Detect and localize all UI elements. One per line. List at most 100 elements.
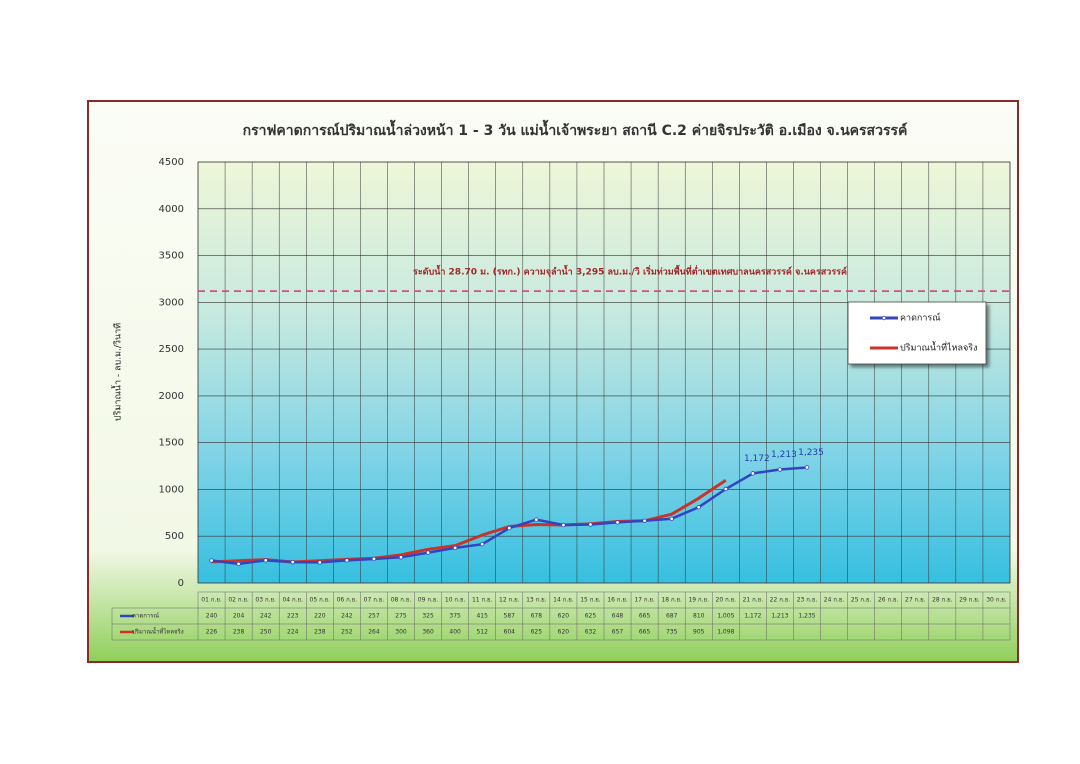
table-cell: 604 [504, 629, 516, 636]
table-cell: 625 [585, 613, 597, 620]
x-tick-label: 30 ก.ย. [986, 597, 1007, 604]
x-tick-label: 26 ก.ย. [878, 597, 899, 604]
y-tick-label: 4000 [159, 204, 184, 215]
table-row-label: คาดการณ์ [132, 612, 160, 620]
x-tick-label: 01 ก.ย. [201, 597, 222, 604]
table-cell: 657 [612, 629, 624, 636]
x-tick-label: 20 ก.ย. [716, 597, 737, 604]
table-cell: 735 [666, 629, 678, 636]
point-marker [371, 556, 377, 562]
x-tick-label: 05 ก.ย. [310, 597, 331, 604]
x-tick-label: 07 ก.ย. [364, 597, 385, 604]
point-marker [290, 559, 295, 565]
x-tick-label: 06 ก.ย. [337, 597, 358, 604]
point-marker [317, 560, 322, 565]
point-marker [588, 522, 593, 527]
x-tick-label: 16 ก.ย. [607, 597, 628, 604]
chart-title: กราฟคาดการณ์ปริมาณน้ำล่วงหน้า 1 - 3 วัน … [243, 119, 908, 139]
table-cell: 257 [368, 613, 380, 620]
point-marker [723, 486, 728, 492]
point-marker [452, 545, 458, 551]
x-tick-label: 17 ก.ย. [634, 597, 655, 604]
point-label: 1,235 [798, 448, 824, 458]
point-marker [804, 465, 810, 470]
table-cell: 400 [449, 629, 461, 636]
point-marker [344, 558, 350, 563]
legend-label: ปริมาณน้ำที่ไหลจริง [900, 341, 978, 354]
table-cell: 587 [504, 613, 516, 620]
table-row-label: ปริมาณน้ำที่ไหลจริง [132, 626, 184, 636]
point-label: 1,172 [744, 454, 770, 464]
x-tick-label: 28 ก.ย. [932, 597, 953, 604]
x-tick-label: 09 ก.ย. [418, 597, 439, 604]
y-tick-label: 2500 [159, 344, 184, 355]
table-cell: 1,098 [717, 629, 734, 636]
table-cell: 238 [314, 629, 326, 636]
x-tick-label: 11 ก.ย. [472, 597, 493, 604]
table-cell: 275 [395, 613, 407, 620]
table-cell: 252 [341, 629, 353, 636]
table-cell: 220 [314, 613, 326, 620]
table-cell: 223 [287, 613, 299, 620]
point-marker [209, 558, 214, 563]
table-cell: 1,235 [798, 613, 815, 620]
x-tick-label: 13 ก.ย. [526, 597, 547, 604]
point-marker [642, 518, 647, 523]
table-cell: 665 [639, 629, 651, 636]
x-tick-label: 21 ก.ย. [743, 597, 764, 604]
point-marker [480, 541, 485, 547]
table-cell: 512 [476, 629, 488, 636]
legend-box [847, 301, 987, 365]
table-cell: 1,005 [717, 613, 734, 620]
table-cell: 375 [449, 613, 461, 620]
y-tick-label: 3000 [159, 297, 184, 308]
point-marker [669, 516, 674, 521]
point-marker [398, 555, 404, 560]
table-cell: 264 [368, 629, 380, 636]
point-marker [263, 558, 268, 563]
table-cell: 632 [585, 629, 597, 636]
x-tick-label: 03 ก.ย. [255, 597, 276, 604]
point-marker [236, 561, 241, 567]
x-tick-label: 24 ก.ย. [824, 597, 845, 604]
table-cell: 1,213 [771, 613, 788, 620]
table-cell: 620 [558, 613, 570, 620]
table-cell: 242 [341, 613, 353, 620]
table-cell: 810 [693, 613, 705, 620]
table-cell: 905 [693, 629, 705, 636]
table-cell: 665 [639, 613, 651, 620]
x-tick-label: 08 ก.ย. [391, 597, 412, 604]
point-marker [507, 525, 512, 531]
table-cell: 678 [531, 613, 543, 620]
x-tick-label: 15 ก.ย. [580, 597, 601, 604]
y-axis-label: ปริมาณน้ำ - ลบ.ม./วินาที [111, 323, 124, 421]
x-tick-label: 12 ก.ย. [499, 597, 520, 604]
x-tick-label: 10 ก.ย. [445, 597, 466, 604]
table-cell: 250 [260, 629, 272, 636]
table-cell: 620 [558, 629, 570, 636]
point-marker [750, 471, 756, 476]
threshold-label: ระดับน้ำ 28.70 ม. (รทก.) ความจุลำน้ำ 3,2… [413, 265, 847, 278]
table-cell: 325 [422, 613, 434, 620]
legend-marker [881, 315, 887, 321]
x-tick-label: 29 ก.ย. [959, 597, 980, 604]
point-marker [534, 517, 539, 522]
x-tick-label: 14 ก.ย. [553, 597, 574, 604]
table-cell: 204 [233, 613, 245, 620]
x-tick-label: 25 ก.ย. [851, 597, 872, 604]
y-tick-label: 0 [178, 578, 184, 589]
y-tick-label: 1000 [159, 484, 184, 495]
x-tick-label: 18 ก.ย. [661, 597, 682, 604]
point-marker [696, 505, 701, 510]
table-cell: 226 [206, 629, 218, 636]
table-cell: 1,172 [744, 613, 761, 620]
point-marker [425, 550, 431, 555]
x-tick-label: 22 ก.ย. [770, 597, 791, 604]
table-cell: 300 [395, 629, 407, 636]
x-tick-label: 23 ก.ย. [797, 597, 818, 604]
x-tick-label: 04 ก.ย. [282, 597, 303, 604]
table-cell: 687 [666, 613, 678, 620]
y-tick-label: 1500 [159, 438, 184, 449]
table-cell: 242 [260, 613, 272, 620]
